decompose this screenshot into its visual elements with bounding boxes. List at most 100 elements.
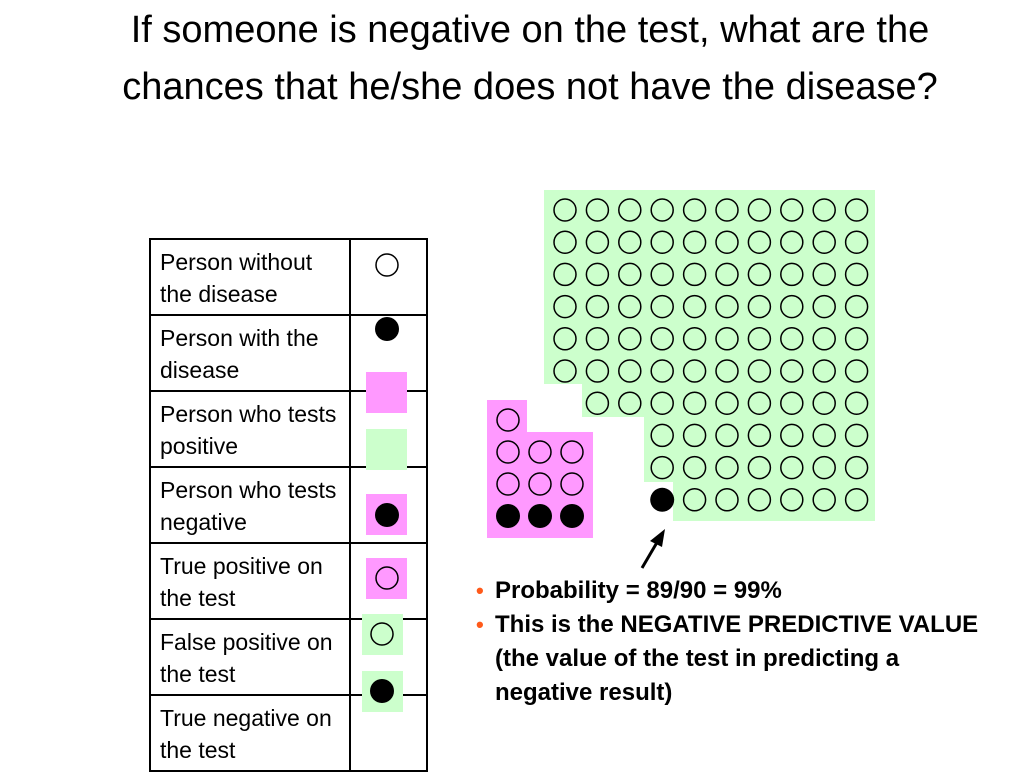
true-negative-person — [585, 391, 610, 415]
true-negative-person — [747, 262, 772, 287]
true-negative-person — [780, 294, 804, 319]
true-negative-person — [844, 455, 869, 480]
true-negative-person — [585, 359, 610, 383]
true-positive-person — [496, 504, 520, 528]
legend-label: Person with the disease — [148, 314, 352, 392]
open-circle-on-green-icon — [370, 622, 394, 646]
true-negative-person — [585, 327, 610, 351]
true-negative-person — [780, 423, 804, 448]
true-positive-person — [560, 504, 584, 528]
filled-circle-on-pink-icon — [375, 503, 399, 527]
bullet-item: • Probability = 89/90 = 99% — [476, 574, 996, 608]
bullet-list: • Probability = 89/90 = 99% • This is the … — [476, 574, 996, 710]
false-positive-person — [528, 440, 552, 464]
true-negative-person — [812, 327, 836, 351]
legend-row: Person who tests positive — [148, 390, 428, 468]
true-negative-person — [747, 294, 772, 319]
true-negative-person — [844, 294, 869, 319]
true-negative-person — [747, 230, 772, 254]
true-negative-person — [812, 294, 836, 319]
false-negative-person — [650, 487, 675, 512]
true-negative-person — [812, 391, 836, 415]
false-positive-person — [560, 440, 584, 464]
arrow-icon — [640, 529, 665, 569]
true-negative-person — [747, 198, 772, 222]
legend-label: True positive on the test — [148, 542, 352, 620]
true-negative-person — [747, 391, 772, 415]
true-negative-person — [844, 391, 869, 415]
green-square-icon — [366, 429, 407, 470]
true-negative-person — [650, 455, 674, 480]
true-negative-person — [747, 359, 772, 383]
true-negative-person — [715, 294, 739, 319]
true-negative-person — [553, 230, 577, 254]
true-negative-person — [618, 198, 642, 222]
true-negative-person — [650, 230, 674, 254]
true-negative-person — [585, 262, 610, 287]
true-negative-person — [682, 327, 707, 351]
true-negative-person — [585, 230, 610, 254]
true-negative-person — [650, 294, 674, 319]
true-negative-person — [618, 262, 642, 287]
bullet-icon: • — [476, 578, 484, 603]
true-negative-person — [812, 262, 836, 287]
open-circle-on-pink-icon — [375, 566, 399, 590]
true-negative-person — [747, 488, 772, 512]
true-negative-person — [682, 488, 707, 512]
true-negative-person — [780, 488, 804, 512]
true-negative-person — [812, 455, 836, 480]
true-negative-person — [780, 198, 804, 222]
false-positive-person — [496, 408, 520, 432]
true-negative-person — [618, 294, 642, 319]
legend-label: False positive on the test — [148, 618, 352, 696]
true-negative-person — [780, 327, 804, 351]
filled-circle-on-green-icon — [370, 679, 394, 703]
legend-symbols — [362, 253, 407, 712]
true-negative-person — [618, 327, 642, 351]
true-negative-person — [553, 262, 577, 287]
true-negative-person — [747, 455, 772, 480]
true-negative-person — [844, 230, 869, 254]
true-negative-person — [780, 455, 804, 480]
bullet-icon: • — [476, 612, 484, 637]
true-negative-person — [682, 262, 707, 287]
true-negative-person — [780, 359, 804, 383]
true-negative-person — [618, 359, 642, 383]
true-negative-person — [715, 488, 739, 512]
true-negative-person — [812, 230, 836, 254]
test-positive-people — [496, 408, 584, 528]
true-negative-person — [715, 455, 739, 480]
true-negative-person — [780, 262, 804, 287]
true-negative-person — [747, 327, 772, 351]
true-negative-person — [650, 359, 674, 383]
true-negative-person — [844, 198, 869, 222]
legend-label: Person who tests positive — [148, 390, 352, 468]
false-positive-person — [496, 440, 520, 464]
true-negative-person — [650, 423, 674, 448]
test-negative-region — [544, 190, 875, 521]
true-negative-person — [812, 488, 836, 512]
bullet-text: This is the NEGATIVE PREDICTIVE VALUE (t… — [495, 611, 979, 706]
true-negative-person — [844, 488, 869, 512]
true-negative-person — [812, 423, 836, 448]
true-negative-person — [812, 198, 836, 222]
true-negative-person — [844, 262, 869, 287]
true-negative-person — [682, 455, 707, 480]
true-negative-person — [682, 230, 707, 254]
true-negative-person — [553, 294, 577, 319]
legend-label: Person who tests negative — [148, 466, 352, 544]
false-positive-person — [560, 472, 584, 496]
false-positive-person — [528, 472, 552, 496]
test-negative-people — [553, 198, 869, 512]
true-negative-person — [618, 230, 642, 254]
bullet-text: Probability = 89/90 = 99% — [495, 577, 782, 604]
true-negative-person — [682, 391, 707, 415]
bullet-item: • This is the NEGATIVE PREDICTIVE VALUE (… — [476, 608, 996, 710]
legend-label: Person without the disease — [148, 238, 352, 316]
true-negative-person — [650, 327, 674, 351]
true-negative-person — [553, 359, 577, 383]
true-negative-person — [650, 391, 674, 415]
legend-row: Person without the disease — [148, 238, 428, 316]
true-negative-person — [715, 198, 739, 222]
